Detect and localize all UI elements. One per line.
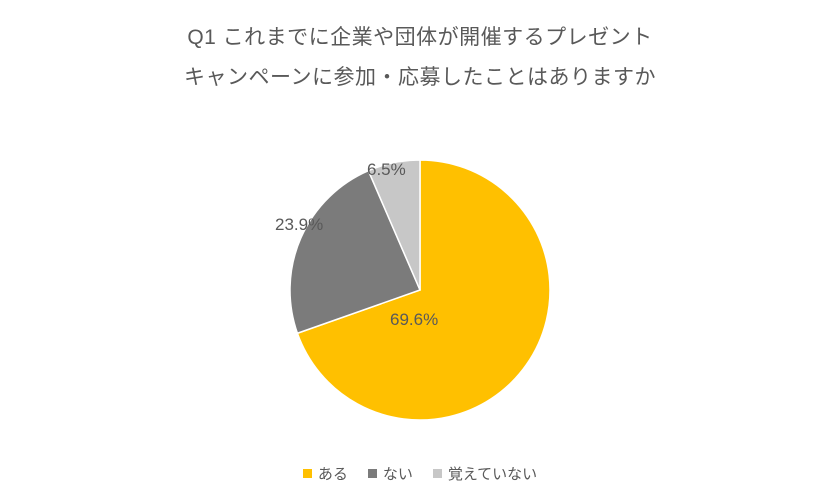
- legend-label-1: ない: [383, 463, 413, 484]
- title-line-2: キャンペーンに参加・応募したことはありますか: [0, 58, 840, 98]
- legend-label-2: 覚えていない: [448, 463, 537, 484]
- legend: ある ない 覚えていない: [0, 463, 840, 484]
- legend-item-2: 覚えていない: [433, 463, 537, 484]
- chart-title: Q1 これまでに企業や団体が開催するプレゼント キャンペーンに参加・応募したこと…: [0, 0, 840, 98]
- chart-container: Q1 これまでに企業や団体が開催するプレゼント キャンペーンに参加・応募したこと…: [0, 0, 840, 504]
- legend-item-0: ある: [303, 463, 348, 484]
- pie-chart-area: 69.6% 23.9% 6.5%: [0, 130, 840, 450]
- legend-swatch-0: [303, 469, 312, 478]
- slice-label-0: 69.6%: [390, 310, 438, 330]
- legend-swatch-1: [368, 469, 377, 478]
- slice-label-1: 23.9%: [275, 215, 323, 235]
- legend-item-1: ない: [368, 463, 413, 484]
- legend-swatch-2: [433, 469, 442, 478]
- legend-label-0: ある: [318, 463, 348, 484]
- pie-svg: [0, 130, 840, 450]
- slice-label-2: 6.5%: [367, 160, 406, 180]
- title-line-1: Q1 これまでに企業や団体が開催するプレゼント: [0, 18, 840, 58]
